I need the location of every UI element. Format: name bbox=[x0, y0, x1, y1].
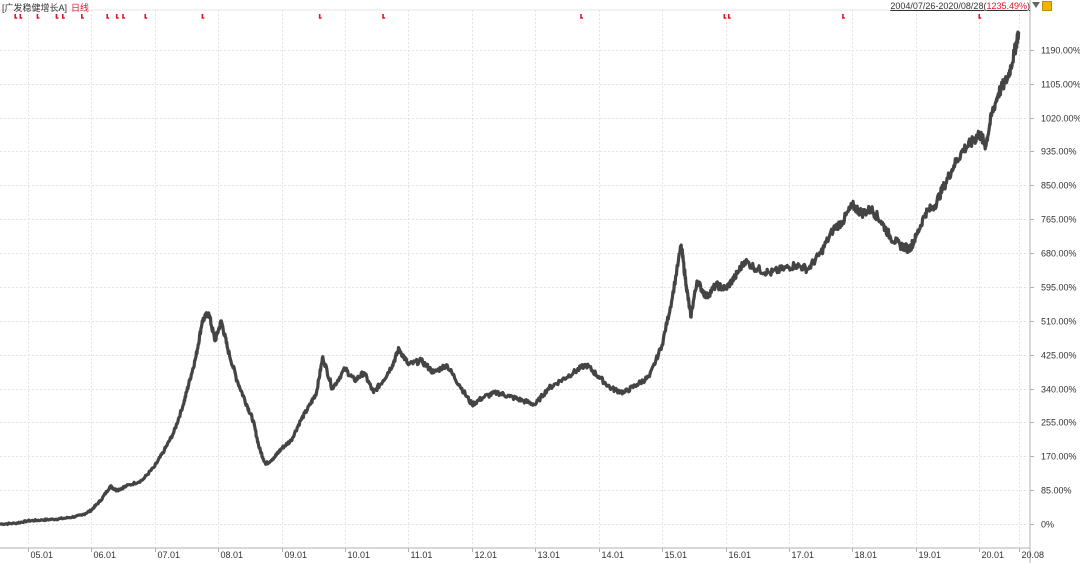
y-tick-label: 680.00% bbox=[1041, 249, 1077, 259]
y-tick-label: 425.00% bbox=[1041, 351, 1077, 361]
x-tick-label: 16.01 bbox=[729, 550, 752, 560]
event-mark bbox=[723, 14, 727, 19]
triangle-down-icon[interactable] bbox=[1032, 2, 1040, 8]
y-tick-label: 510.00% bbox=[1041, 317, 1077, 327]
event-mark bbox=[382, 14, 386, 19]
series-polyline bbox=[0, 30, 1021, 527]
x-tick-label: 06.01 bbox=[94, 550, 117, 560]
fund-name: [广发稳健增长A] bbox=[2, 3, 68, 13]
event-mark bbox=[978, 14, 982, 19]
event-mark bbox=[144, 14, 148, 19]
x-tick-label: 07.01 bbox=[158, 550, 181, 560]
range-return: 1235.49% bbox=[986, 1, 1027, 11]
y-tick-label: 1020.00% bbox=[1041, 114, 1080, 124]
x-tick-label: 20.01 bbox=[982, 550, 1005, 560]
y-tick-label: 255.00% bbox=[1041, 418, 1077, 428]
event-mark bbox=[55, 14, 59, 19]
event-marks bbox=[14, 14, 982, 19]
event-mark bbox=[115, 14, 119, 19]
y-tick-label: 850.00% bbox=[1041, 181, 1077, 191]
x-tick-label: 14.01 bbox=[602, 550, 625, 560]
x-tick-label: 11.01 bbox=[411, 550, 433, 560]
y-tick-label: 340.00% bbox=[1041, 385, 1077, 395]
y-tick-label: 1190.00% bbox=[1041, 46, 1080, 56]
period-selector[interactable]: 日线 bbox=[71, 3, 90, 13]
range-summary[interactable]: 2004/07/26-2020/08/28(1235.49%) bbox=[890, 1, 1030, 11]
y-tick-label: 170.00% bbox=[1041, 452, 1077, 462]
x-tick-label: 17.01 bbox=[792, 550, 815, 560]
event-mark bbox=[580, 14, 583, 19]
x-tick-label: 12.01 bbox=[475, 550, 498, 560]
y-tick-label: 765.00% bbox=[1041, 215, 1077, 225]
x-tick-label: 08.01 bbox=[221, 550, 244, 560]
x-tick-label: 18.01 bbox=[855, 550, 878, 560]
x-tick-label: 10.01 bbox=[348, 550, 371, 560]
x-tick-label: 19.01 bbox=[919, 550, 942, 560]
event-mark bbox=[201, 14, 205, 19]
event-mark bbox=[19, 14, 23, 19]
y-axis: 0% 85.00% 170.00% 255.00% 340.00% 425.00% 510.… bbox=[1030, 46, 1080, 530]
y-tick-label: 935.00% bbox=[1041, 147, 1077, 157]
y-tick-label: 0% bbox=[1041, 520, 1054, 530]
event-mark bbox=[61, 14, 65, 19]
x-tick-label: 20.08 bbox=[1022, 550, 1045, 560]
y-tick-label: 1105.00% bbox=[1041, 80, 1080, 90]
event-mark bbox=[106, 14, 110, 19]
event-mark bbox=[81, 14, 84, 19]
x-axis: 05.01 06.01 07.01 08.01 09.01 10.01 11.01 12.01… bbox=[28, 548, 1045, 560]
event-mark bbox=[842, 14, 845, 19]
event-mark bbox=[36, 14, 40, 19]
grid-layer bbox=[0, 0, 1031, 563]
range-dates: 2004/07/26-2020/08/28( bbox=[890, 1, 987, 11]
y-tick-label: 85.00% bbox=[1041, 486, 1072, 496]
event-mark bbox=[122, 14, 126, 19]
range-suffix: ) bbox=[1027, 1, 1030, 11]
y-tick-label: 595.00% bbox=[1041, 283, 1077, 293]
chart-title[interactable]: [广发稳健增长A] 日线 bbox=[2, 1, 89, 14]
x-tick-label: 13.01 bbox=[538, 550, 561, 560]
x-tick-label: 09.01 bbox=[285, 550, 308, 560]
event-mark bbox=[14, 14, 18, 19]
event-mark bbox=[727, 14, 731, 19]
x-tick-label: 15.01 bbox=[665, 550, 688, 560]
lock-icon[interactable] bbox=[1042, 1, 1052, 11]
series-line bbox=[0, 30, 1021, 527]
event-mark bbox=[318, 14, 322, 19]
x-tick-label: 05.01 bbox=[31, 550, 54, 560]
